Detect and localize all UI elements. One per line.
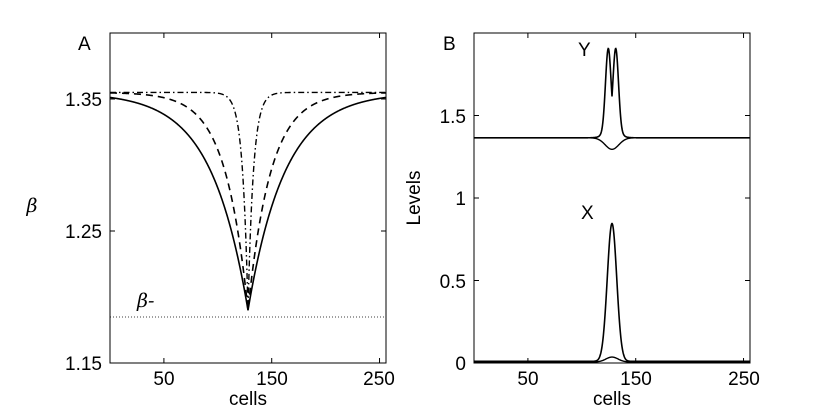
panel-b-ytick-0.5: 0.5 [440, 272, 466, 293]
panel-a-ticks [110, 33, 386, 364]
panel-a-ytick-1.15: 1.15 [65, 354, 102, 375]
panel-a-beta-minus-label: β- [136, 290, 154, 312]
panel-b-label: B [443, 34, 456, 55]
panel-a-xtick-150: 150 [256, 369, 288, 390]
panel-a: A 1.15 1.25 1.35 50 150 250 cells β β- [26, 32, 395, 410]
panel-a-label: A [78, 34, 91, 55]
panel-b-series-x-low [474, 356, 750, 363]
panel-b-ylabel: Levels [404, 171, 425, 226]
panel-b-series-x [474, 222, 750, 363]
panel-a-ytick-1.25: 1.25 [65, 222, 102, 243]
panel-b-xlabel: cells [593, 389, 631, 410]
panel-a-xtick-50: 50 [153, 369, 174, 390]
panel-b-xtick-250: 250 [728, 369, 760, 390]
panel-a-ytick-1.35: 1.35 [65, 90, 102, 111]
panel-b-series-y [474, 47, 750, 139]
panel-b-ytick-0: 0 [455, 354, 466, 375]
panel-b-ticks [474, 33, 750, 364]
panel-a-frame [109, 32, 387, 364]
panel-b-ytick-1: 1 [455, 189, 466, 210]
panel-a-xtick-250: 250 [363, 369, 395, 390]
panel-a-series-solid [109, 96, 387, 311]
panel-b-annotation-x: X [581, 203, 594, 224]
panel-b-xtick-150: 150 [620, 369, 652, 390]
panel-a-series-dashed [109, 92, 387, 311]
panel-b-ytick-1.5: 1.5 [440, 107, 466, 128]
panel-b-series-y-dip [474, 137, 750, 151]
panel-b-annotation-y: Y [578, 40, 591, 61]
panel-a-ylabel: β [26, 195, 38, 217]
panel-a-series-dashdot [110, 91, 386, 311]
panel-b-xtick-50: 50 [517, 369, 538, 390]
panel-a-xlabel: cells [229, 389, 267, 410]
panel-b-frame [473, 32, 751, 364]
panel-b: B 0 0.5 1 1.5 50 150 250 cells Levels Y … [404, 32, 760, 410]
